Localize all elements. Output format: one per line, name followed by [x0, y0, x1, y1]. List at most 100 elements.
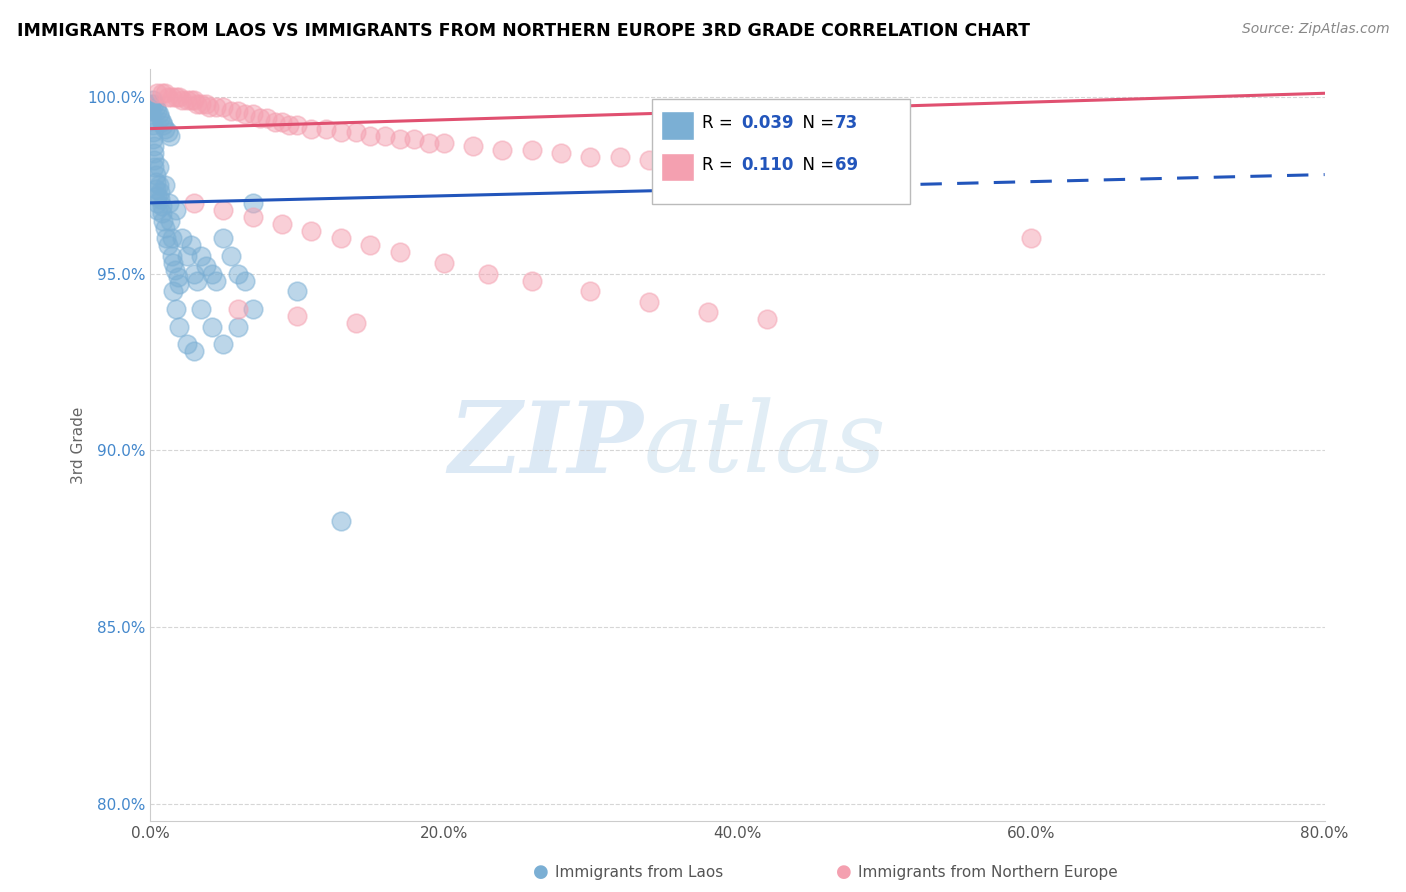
Point: [150, 206, 173, 220]
Point: [212, 231, 235, 245]
Point: [145, 182, 167, 196]
Point: [285, 284, 308, 298]
Point: [329, 514, 352, 528]
Text: Immigrants from Laos: Immigrants from Laos: [555, 865, 724, 880]
Point: [145, 100, 167, 114]
Point: [226, 103, 249, 118]
Point: [190, 249, 212, 263]
Text: R =: R =: [702, 114, 738, 133]
Point: [329, 231, 352, 245]
Text: 0.110: 0.110: [741, 156, 793, 174]
Point: [142, 125, 165, 139]
Point: [162, 256, 184, 270]
Point: [638, 294, 661, 309]
Point: [263, 114, 285, 128]
Point: [145, 175, 167, 189]
Point: [197, 100, 219, 114]
Point: [153, 87, 176, 101]
Text: 0.039: 0.039: [741, 114, 793, 133]
Point: [172, 93, 194, 107]
Text: 73: 73: [835, 114, 858, 133]
Point: [141, 96, 163, 111]
Point: [638, 153, 661, 168]
Point: [194, 96, 217, 111]
Point: [150, 87, 173, 101]
Point: [388, 245, 411, 260]
Point: [146, 202, 169, 217]
Point: [157, 195, 180, 210]
Point: [696, 305, 718, 319]
Point: [201, 267, 224, 281]
Point: [212, 100, 235, 114]
Point: [609, 150, 631, 164]
Point: [205, 274, 228, 288]
FancyBboxPatch shape: [651, 99, 910, 204]
Point: [212, 337, 235, 351]
Point: [149, 192, 172, 206]
Point: [242, 301, 264, 316]
Point: [160, 231, 183, 245]
Point: [212, 202, 235, 217]
Point: [668, 157, 690, 171]
Point: [160, 90, 183, 104]
Text: IMMIGRANTS FROM LAOS VS IMMIGRANTS FROM NORTHERN EUROPE 3RD GRADE CORRELATION CH: IMMIGRANTS FROM LAOS VS IMMIGRANTS FROM …: [17, 22, 1029, 40]
Point: [166, 270, 188, 285]
Point: [242, 195, 264, 210]
Point: [242, 210, 264, 224]
Point: [219, 249, 242, 263]
Point: [152, 118, 174, 132]
Point: [1019, 231, 1042, 245]
Point: [159, 213, 181, 227]
Point: [461, 139, 484, 153]
Point: [142, 118, 165, 132]
Point: [148, 107, 170, 121]
Point: [205, 100, 228, 114]
Point: [183, 93, 205, 107]
Point: [146, 103, 169, 118]
Point: [149, 111, 172, 125]
Text: Immigrants from Northern Europe: Immigrants from Northern Europe: [858, 865, 1118, 880]
Point: [433, 136, 456, 150]
Point: [146, 188, 169, 202]
Point: [180, 238, 202, 252]
Point: [169, 90, 191, 104]
Point: [814, 168, 837, 182]
Point: [190, 96, 212, 111]
Point: [146, 195, 169, 210]
Point: [725, 161, 748, 175]
Point: [477, 267, 499, 281]
Point: [359, 238, 381, 252]
FancyBboxPatch shape: [661, 112, 693, 140]
Point: [141, 103, 163, 118]
Point: [201, 319, 224, 334]
Point: [176, 93, 198, 107]
Text: N =: N =: [793, 114, 839, 133]
Point: [359, 128, 381, 143]
Point: [169, 319, 191, 334]
Point: [156, 125, 179, 139]
Point: [155, 231, 177, 245]
Text: atlas: atlas: [644, 397, 886, 492]
Point: [785, 164, 807, 178]
Point: [143, 153, 166, 168]
Point: [149, 186, 172, 200]
Point: [142, 93, 165, 107]
Point: [235, 107, 257, 121]
Point: [150, 114, 173, 128]
Point: [145, 168, 167, 182]
Point: [242, 107, 264, 121]
Point: [301, 224, 323, 238]
FancyBboxPatch shape: [661, 153, 693, 181]
Point: [550, 146, 572, 161]
Point: [226, 301, 249, 316]
Point: [433, 256, 456, 270]
Point: [183, 344, 205, 359]
Point: [271, 217, 294, 231]
Point: [579, 150, 602, 164]
Y-axis label: 3rd Grade: 3rd Grade: [72, 406, 86, 483]
Point: [186, 96, 208, 111]
Point: [183, 195, 205, 210]
Point: [153, 121, 176, 136]
Point: [285, 118, 308, 132]
Text: ●: ●: [533, 863, 550, 881]
